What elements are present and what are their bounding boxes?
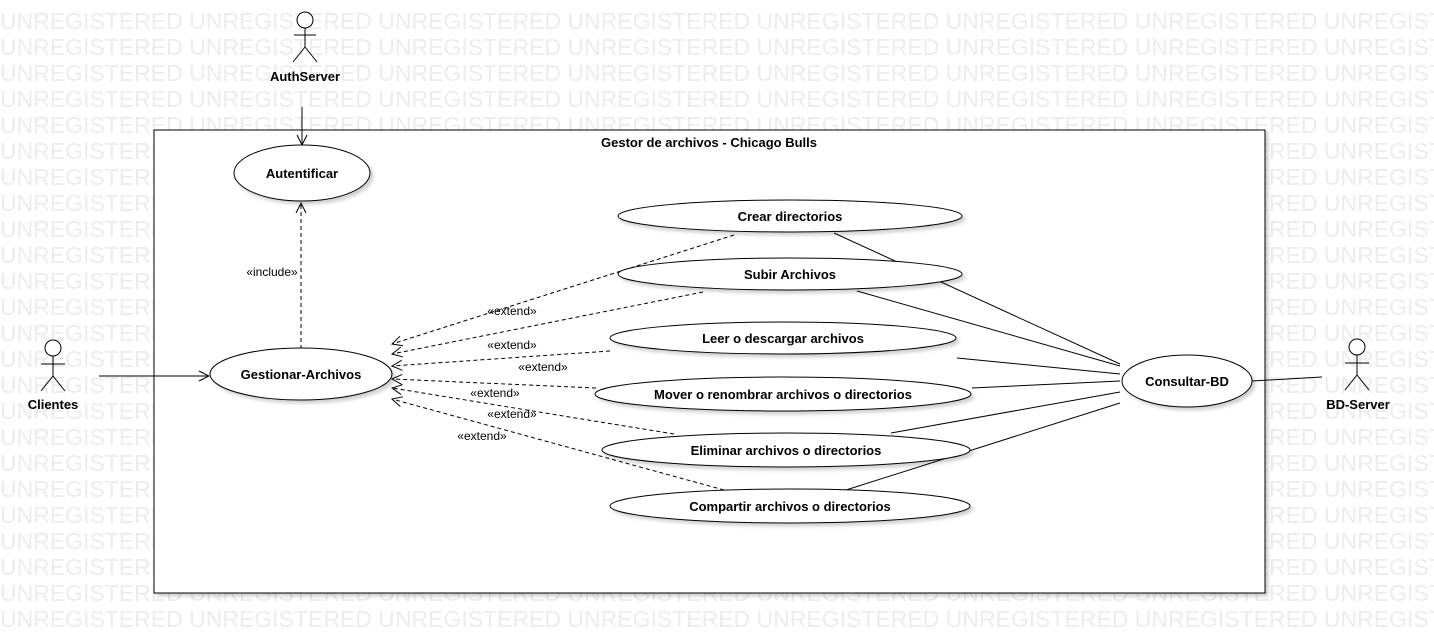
svg-text:Gestionar-Archivos: Gestionar-Archivos bbox=[241, 367, 362, 382]
association-eliminar-consultar bbox=[890, 391, 1121, 434]
actor-bd-server[interactable] bbox=[1344, 338, 1370, 391]
watermark-text: UNREGISTERED UNREGISTERED UNREGISTERED U… bbox=[0, 86, 1434, 112]
use-case-consultar-bd[interactable]: Consultar-BD bbox=[1121, 354, 1253, 408]
extend-compartir-gestionar bbox=[392, 399, 725, 491]
actor-bd-server-label: BD-Server bbox=[1326, 397, 1390, 412]
use-case-autentificar[interactable]: Autentificar bbox=[233, 144, 371, 202]
extend-leer-gestionar bbox=[392, 350, 611, 366]
actor-head-icon bbox=[1348, 338, 1366, 356]
extend-label-3: «extend» bbox=[518, 360, 568, 374]
system-title: Gestor de archivos - Chicago Bulls bbox=[601, 135, 817, 150]
extend-eliminar-gestionar bbox=[392, 388, 675, 435]
extend-label-5: «extend» bbox=[487, 407, 537, 421]
svg-text:Crear directorios: Crear directorios bbox=[738, 209, 843, 224]
extend-label-6: «extend» bbox=[457, 429, 507, 443]
use-case-leer-descargar[interactable]: Leer o descargar archivos bbox=[609, 321, 957, 355]
use-case-mover-renombrar[interactable]: Mover o renombrar archivos o directorios bbox=[594, 376, 972, 412]
svg-text:Consultar-BD: Consultar-BD bbox=[1145, 374, 1229, 389]
use-case-eliminar[interactable]: Eliminar archivos o directorios bbox=[601, 432, 971, 468]
watermark-text: UNREGISTERED UNREGISTERED UNREGISTERED U… bbox=[0, 34, 1434, 60]
actor-clientes[interactable] bbox=[40, 339, 66, 392]
extend-subir-gestionar bbox=[392, 291, 704, 354]
actor-authserver[interactable] bbox=[292, 11, 318, 63]
association-compartir-consultar bbox=[845, 402, 1121, 491]
actor-head-icon bbox=[296, 11, 314, 29]
association-subir-consultar bbox=[856, 290, 1121, 367]
association-crear-consultar bbox=[833, 232, 1121, 365]
include-label: «include» bbox=[246, 265, 298, 279]
extend-label-2: «extend» bbox=[487, 338, 537, 352]
actor-authserver-label: AuthServer bbox=[270, 69, 340, 84]
svg-text:Subir Archivos: Subir Archivos bbox=[744, 267, 836, 282]
svg-text:Compartir archivos o directori: Compartir archivos o directorios bbox=[689, 499, 891, 514]
extend-crear-gestionar bbox=[392, 234, 735, 344]
actor-head-icon bbox=[44, 339, 62, 357]
use-case-gestionar-archivos[interactable]: Gestionar-Archivos bbox=[209, 347, 393, 401]
svg-text:Autentificar: Autentificar bbox=[266, 166, 338, 181]
svg-text:Mover o renombrar archivos o d: Mover o renombrar archivos o directorios bbox=[654, 387, 912, 402]
watermark-text: UNREGISTERED UNREGISTERED UNREGISTERED U… bbox=[0, 8, 1434, 34]
watermark-text: UNREGISTERED UNREGISTERED UNREGISTERED U… bbox=[0, 606, 1434, 632]
association-leer-consultar bbox=[956, 357, 1121, 375]
association-consultar-db bbox=[1251, 376, 1323, 382]
use-case-crear-directorios[interactable]: Crear directorios bbox=[617, 199, 963, 233]
association-mover-consultar bbox=[971, 380, 1121, 389]
actor-clientes-label: Clientes bbox=[28, 397, 79, 412]
extend-label-4: «extend» bbox=[470, 386, 520, 400]
watermark-text: UNREGISTERED UNREGISTERED UNREGISTERED U… bbox=[0, 60, 1434, 86]
use-case-subir-archivos[interactable]: Subir Archivos bbox=[617, 257, 963, 291]
extend-mover-gestionar bbox=[392, 379, 597, 389]
svg-text:Leer o descargar archivos: Leer o descargar archivos bbox=[702, 331, 864, 346]
extend-label-1: «extend» bbox=[487, 304, 537, 318]
svg-text:Eliminar archivos o directorio: Eliminar archivos o directorios bbox=[691, 443, 882, 458]
use-case-compartir[interactable]: Compartir archivos o directorios bbox=[609, 488, 971, 524]
